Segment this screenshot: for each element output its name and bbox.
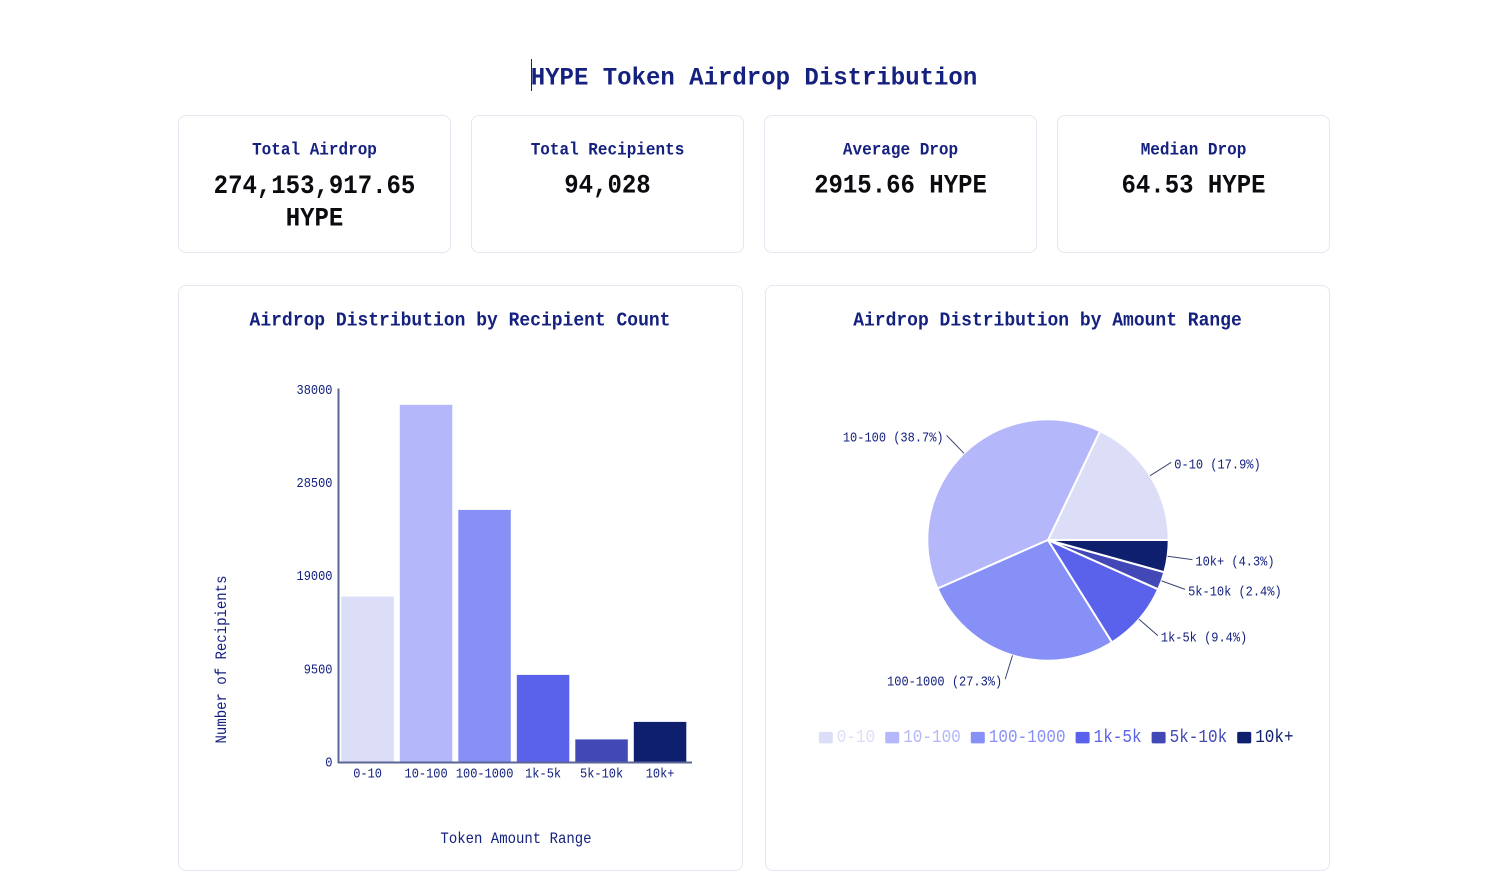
svg-text:10k+: 10k+ <box>1255 728 1293 748</box>
svg-text:Number of Recipients: Number of Recipients <box>212 576 231 744</box>
svg-text:19000: 19000 <box>297 568 333 584</box>
svg-text:100-1000 (27.3%): 100-1000 (27.3%) <box>887 674 1002 690</box>
svg-text:10-100: 10-100 <box>405 766 448 782</box>
svg-text:28500: 28500 <box>297 475 333 491</box>
svg-text:5k-10k: 5k-10k <box>1170 728 1228 748</box>
svg-text:0-10: 0-10 <box>353 766 382 782</box>
svg-text:38000: 38000 <box>297 382 333 398</box>
svg-text:0-10: 0-10 <box>837 728 875 748</box>
svg-text:5k-10k (2.4%): 5k-10k (2.4%) <box>1188 584 1282 600</box>
svg-text:10k+ (4.3%): 10k+ (4.3%) <box>1195 554 1274 570</box>
svg-text:0: 0 <box>325 755 332 771</box>
svg-text:1k-5k: 1k-5k <box>525 766 561 782</box>
svg-text:Airdrop Distribution by Amount: Airdrop Distribution by Amount Range <box>853 309 1242 332</box>
svg-text:0-10 (17.9%): 0-10 (17.9%) <box>1174 457 1260 473</box>
svg-text:9500: 9500 <box>304 662 333 678</box>
svg-text:Token Amount Range: Token Amount Range <box>440 829 591 848</box>
svg-text:100-1000: 100-1000 <box>989 728 1066 748</box>
svg-text:Airdrop Distribution by Recipi: Airdrop Distribution by Recipient Count <box>250 309 671 332</box>
svg-text:100-1000: 100-1000 <box>456 766 514 782</box>
svg-text:10k+: 10k+ <box>646 766 675 782</box>
svg-text:1k-5k: 1k-5k <box>1094 728 1142 748</box>
svg-text:1k-5k (9.4%): 1k-5k (9.4%) <box>1161 630 1247 646</box>
svg-text:10-100: 10-100 <box>903 728 961 748</box>
svg-text:5k-10k: 5k-10k <box>580 766 623 782</box>
svg-text:10-100 (38.7%): 10-100 (38.7%) <box>843 430 944 446</box>
